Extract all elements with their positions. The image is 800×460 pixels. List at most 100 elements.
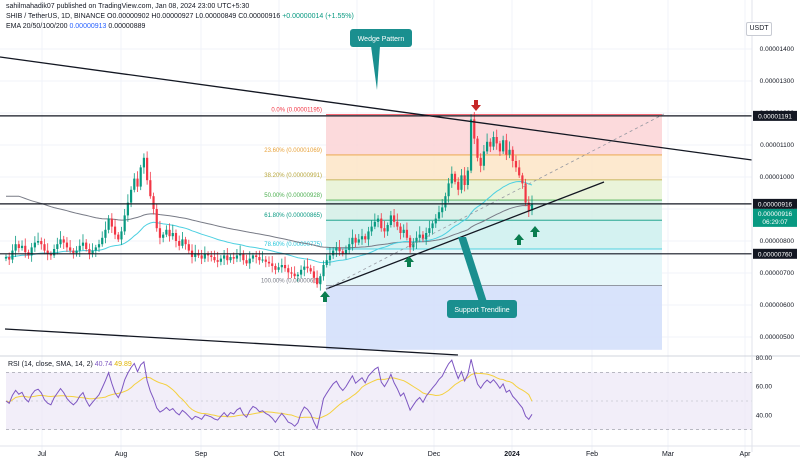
candle-body (78, 245, 81, 251)
candle-body (255, 255, 258, 257)
candle-body (91, 250, 94, 254)
price-tick-label: 0.00000600 (760, 302, 795, 309)
candle-body (129, 189, 133, 203)
down-arrow-icon (471, 100, 481, 111)
price-tick-label: 0.00000700 (760, 270, 795, 277)
support-trendline-callout[interactable]: Support Trendline (447, 237, 517, 318)
candle-body (364, 236, 367, 240)
candle-body (69, 247, 72, 251)
fib-label: 38.20% (0.00000991) (264, 173, 322, 179)
candle-body (267, 261, 271, 264)
candle-body (479, 157, 482, 166)
candle-body (466, 170, 469, 185)
candle-body (174, 233, 178, 241)
candle-body (117, 234, 120, 240)
candle-body (370, 226, 373, 232)
wedge-callout-box (350, 29, 412, 47)
price-change: +0.00000014 (+1.55%) (282, 13, 354, 20)
candle-body (11, 250, 14, 260)
candle-body (271, 263, 274, 266)
candle-body (524, 183, 527, 203)
rsi-line (5, 359, 533, 430)
candle-body (113, 226, 117, 235)
candle-body (139, 167, 142, 187)
ema-label: EMA 20/50/100/200 (6, 23, 68, 30)
wedge-pattern-callout[interactable]: Wedge Pattern (350, 29, 412, 90)
candle-body (251, 255, 255, 259)
candle-body (24, 245, 27, 253)
candle-body (508, 149, 511, 155)
time-axis[interactable]: Jul Aug Sep Oct Nov Dec 2024 Feb Mar Apr (0, 445, 800, 458)
candle-body (36, 241, 40, 243)
candle-body (104, 229, 107, 238)
wedge-upper-trendline[interactable] (0, 56, 753, 161)
candle-body (203, 253, 206, 259)
candle-body (293, 273, 296, 277)
candlestick-series (4, 112, 534, 291)
candle-body (412, 242, 415, 248)
candle-body (226, 255, 229, 261)
candle-body (354, 237, 357, 243)
price-axis[interactable]: 0.000014000.000013000.000012000.00001100… (751, 0, 797, 452)
candle-body (341, 251, 344, 254)
candle-body (518, 167, 521, 176)
candle-body (200, 255, 203, 259)
drawings-layer[interactable] (0, 56, 753, 356)
candle-body (463, 175, 466, 185)
candle-body (328, 255, 332, 261)
fib-label: 100.00% (0.00000661) (261, 278, 322, 284)
candle-body (351, 237, 354, 245)
candle-body (405, 229, 409, 238)
candle-body (242, 253, 245, 261)
quote-currency-button[interactable]: USDT (746, 22, 772, 36)
fib-zone (326, 154, 662, 180)
candle-body (376, 218, 380, 222)
support-trendline[interactable] (325, 181, 605, 290)
price-level-badge (753, 110, 797, 121)
rsi-tick-label: 60.00 (756, 384, 773, 391)
candle-body (248, 258, 251, 264)
candle-body (495, 137, 498, 144)
candle-body (40, 241, 43, 245)
ohlc-values: O0.00000902 H0.00000927 L0.00000849 C0.0… (107, 13, 281, 20)
candle-body (469, 119, 473, 171)
price-tick-label: 0.00001300 (760, 78, 795, 85)
wedge-lower-trendline[interactable] (4, 328, 459, 356)
candle-body (206, 253, 210, 256)
fib-zone (326, 179, 662, 201)
candle-body (386, 225, 389, 232)
candle-body (216, 260, 219, 262)
candle-body (120, 231, 123, 240)
candle-body (425, 233, 428, 240)
rsi-pane[interactable]: 80.00 60.00 40.00 RSI (14, close, SMA, 14, … (0, 355, 800, 452)
candle-body (110, 218, 113, 227)
fib-zone (326, 114, 662, 155)
countdown-text: 06:29:07 (762, 219, 788, 226)
candle-body (17, 244, 20, 249)
rsi-legend: RSI (14, close, SMA, 14, 2) 40.74 49.89 (8, 361, 132, 368)
candle-body (357, 239, 360, 243)
candle-body (239, 253, 242, 256)
candle-body (155, 209, 158, 229)
candle-body (373, 221, 376, 227)
candle-body (521, 175, 524, 184)
price-level-badge (753, 198, 797, 209)
candle-body (492, 137, 495, 147)
fib-label: 23.60% (0.00001069) (264, 148, 322, 154)
candle-body (367, 231, 370, 240)
fib-label: 0.0% (0.00001195) (271, 108, 322, 114)
candle-body (178, 241, 181, 246)
candle-body (43, 244, 46, 251)
candle-body (65, 242, 69, 248)
candle-body (335, 247, 338, 251)
candle-body (14, 244, 17, 251)
ema-legend[interactable]: EMA 20/50/100/200 0.00000913 0.00000889 (6, 23, 145, 30)
candle-body (409, 237, 412, 248)
symbol-line: SHIB / TetherUS, 1D, BINANCE O0.00000902… (6, 13, 354, 20)
candle-body (473, 119, 476, 139)
candle-body (415, 237, 418, 243)
candle-body (319, 276, 322, 285)
candle-body (264, 259, 267, 262)
candle-body (380, 218, 383, 229)
